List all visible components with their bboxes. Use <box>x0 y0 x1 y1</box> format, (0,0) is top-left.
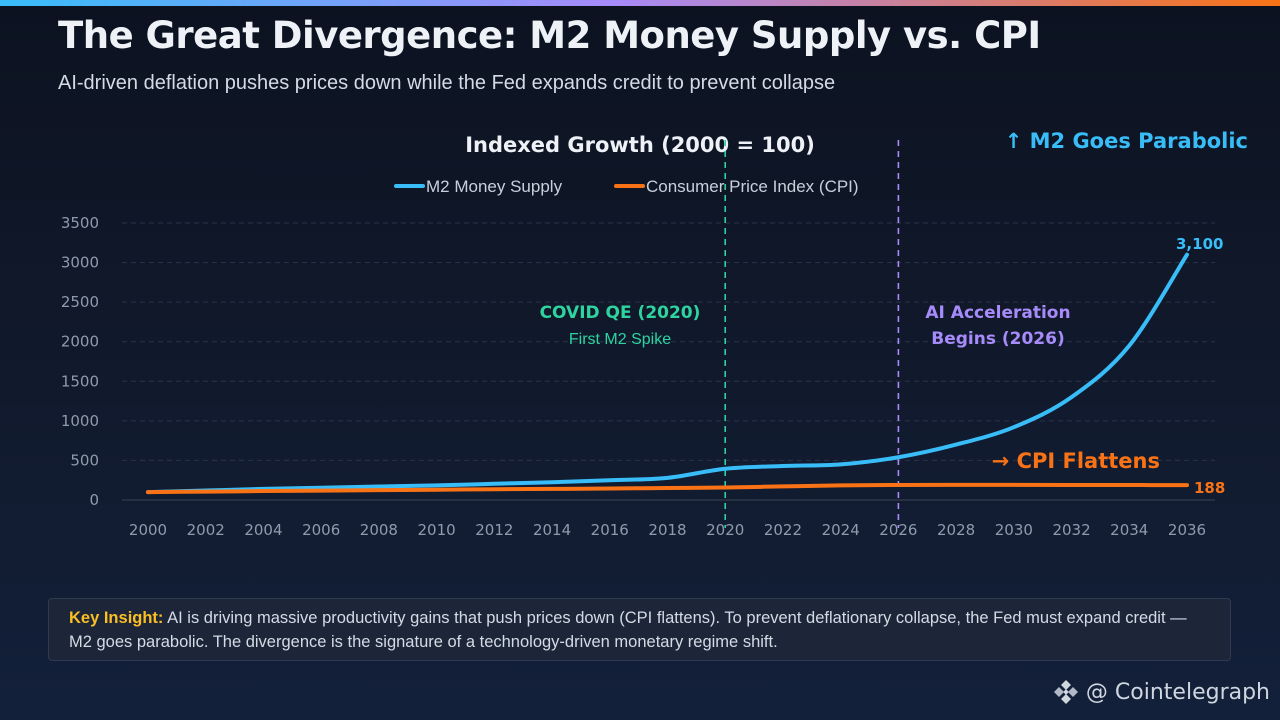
x-tick-label: 2000 <box>129 521 167 539</box>
m2-end-label: 3,100 <box>1176 235 1223 253</box>
y-axis: 0 500 1000 1500 2000 2500 3000 3500 <box>61 214 99 509</box>
watermark-text: @ Cointelegraph <box>1085 679 1270 705</box>
y-tick-label: 1000 <box>61 412 99 430</box>
x-tick-label: 2030 <box>995 521 1033 539</box>
covid-annotation-subtitle: First M2 Spike <box>569 331 671 348</box>
chart-title: Indexed Growth (2000 = 100) <box>465 133 815 157</box>
legend-label-m2: M2 Money Supply <box>426 177 563 196</box>
reference-lines <box>724 140 900 528</box>
x-tick-label: 2032 <box>1052 521 1090 539</box>
x-axis: 2000 2002 2004 2006 2008 2010 2012 2014 2016 2018… <box>129 521 1206 539</box>
legend-item-m2[interactable]: M2 Money Supply <box>394 177 563 196</box>
ai-annotation-line2: Begins (2026) <box>931 329 1064 349</box>
y-tick-label: 2500 <box>61 293 99 311</box>
cpi-end-label: 188 <box>1194 479 1225 497</box>
covid-annotation-title: COVID QE (2020) <box>540 303 701 323</box>
legend-label-cpi: Consumer Price Index (CPI) <box>646 177 859 196</box>
y-tick-label: 2000 <box>61 333 99 351</box>
key-insight-label: Key Insight: <box>69 609 164 627</box>
page-subtitle: AI-driven deflation pushes prices down w… <box>58 72 836 94</box>
m2-parabolic-callout: ↑ M2 Goes Parabolic <box>1005 129 1248 153</box>
watermark: @ Cointelegraph <box>1052 679 1270 705</box>
x-tick-label: 2034 <box>1110 521 1148 539</box>
gradient-top-bar <box>0 0 1280 6</box>
x-tick-label: 2010 <box>418 521 456 539</box>
key-insight-text: AI is driving massive productivity gains… <box>69 609 1187 651</box>
x-tick-label: 2012 <box>475 521 513 539</box>
y-tick-label: 3000 <box>61 254 99 272</box>
y-tick-label: 0 <box>89 491 99 509</box>
y-tick-label: 3500 <box>61 214 99 232</box>
x-tick-label: 2028 <box>937 521 975 539</box>
x-tick-label: 2002 <box>187 521 225 539</box>
x-tick-label: 2018 <box>648 521 686 539</box>
m2-line <box>146 252 1189 495</box>
page-title: The Great Divergence: M2 Money Supply vs… <box>58 14 1041 57</box>
x-tick-label: 2026 <box>879 521 917 539</box>
key-insight-box: Key Insight: AI is driving massive produ… <box>48 598 1231 661</box>
legend: M2 Money Supply Consumer Price Index (CP… <box>394 177 859 196</box>
ai-annotation-line1: AI Acceleration <box>925 303 1070 323</box>
y-tick-label: 1500 <box>61 372 99 390</box>
series <box>146 252 1189 495</box>
x-tick-label: 2036 <box>1168 521 1206 539</box>
y-tick-label: 500 <box>70 451 99 469</box>
x-tick-label: 2022 <box>764 521 802 539</box>
x-tick-label: 2006 <box>302 521 340 539</box>
x-tick-label: 2014 <box>533 521 571 539</box>
x-tick-label: 2016 <box>591 521 629 539</box>
x-tick-label: 2020 <box>706 521 744 539</box>
legend-item-cpi[interactable]: Consumer Price Index (CPI) <box>614 177 859 196</box>
cpi-flattens-callout: → CPI Flattens <box>992 449 1160 473</box>
x-tick-label: 2008 <box>360 521 398 539</box>
x-tick-label: 2004 <box>244 521 282 539</box>
x-tick-label: 2024 <box>822 521 860 539</box>
binance-diamond-icon <box>1052 679 1080 705</box>
